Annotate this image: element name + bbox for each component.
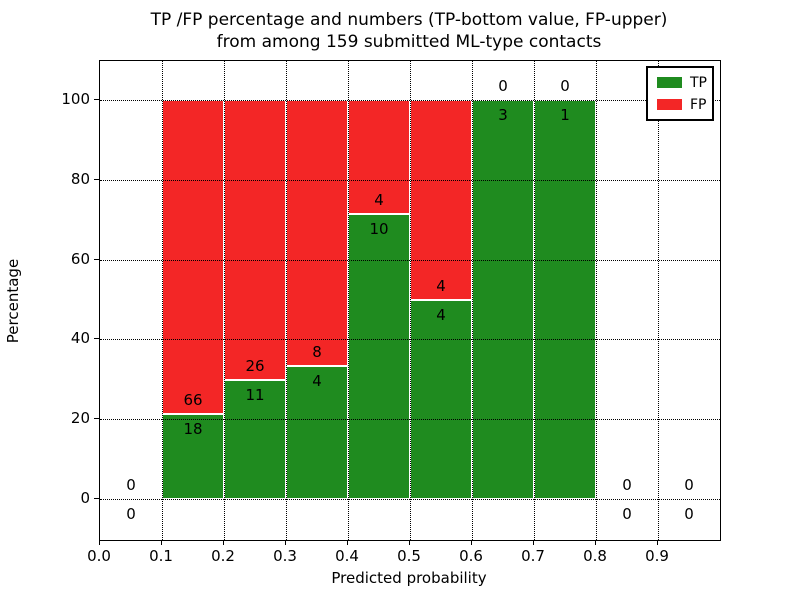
tp-legend-swatch-icon bbox=[657, 77, 682, 88]
x-tick-mark bbox=[533, 540, 534, 545]
tp-count-label: 0 bbox=[622, 505, 632, 523]
tp-count-label: 0 bbox=[684, 505, 694, 523]
x-tick-label: 0.1 bbox=[149, 547, 173, 565]
fp-count-label: 4 bbox=[374, 191, 384, 209]
tp-bar-segment bbox=[534, 100, 596, 499]
fp-count-label: 0 bbox=[126, 476, 136, 494]
tp-count-label: 1 bbox=[560, 106, 570, 124]
legend-row-fp: FP bbox=[657, 95, 707, 114]
x-tick-mark bbox=[223, 540, 224, 545]
fp-count-label: 26 bbox=[245, 357, 265, 376]
tp-count-label: 4 bbox=[312, 372, 322, 390]
fp-count-label: 0 bbox=[498, 77, 508, 95]
chart-title-line2: from among 159 submitted ML-type contact… bbox=[216, 32, 602, 52]
legend-label-tp: TP bbox=[690, 74, 707, 91]
x-tick-mark bbox=[99, 540, 100, 545]
fp-count-label: 8 bbox=[312, 343, 322, 361]
y-tick-mark bbox=[94, 498, 99, 499]
v-gridline bbox=[410, 61, 411, 540]
y-tick-mark bbox=[94, 418, 99, 420]
x-tick-mark bbox=[161, 540, 162, 545]
y-tick-mark bbox=[94, 338, 99, 340]
tp-count-label: 0 bbox=[126, 505, 136, 523]
fp-legend-swatch-icon bbox=[657, 99, 682, 110]
tp-count-label: 11 bbox=[245, 386, 265, 405]
chart-title-line1: TP /FP percentage and numbers (TP-bottom… bbox=[150, 10, 668, 30]
v-gridline bbox=[596, 61, 597, 540]
v-gridline bbox=[348, 61, 349, 540]
tp-bar-segment bbox=[410, 299, 472, 499]
fp-count-label: 0 bbox=[560, 77, 570, 95]
x-tick-label: 0.8 bbox=[583, 547, 607, 565]
x-axis-label: Predicted probability bbox=[331, 569, 487, 587]
y-tick-label: 100 bbox=[61, 90, 90, 108]
tp-bar-segment bbox=[348, 214, 410, 499]
fp-count-label: 4 bbox=[436, 276, 446, 295]
fp-count-label: 0 bbox=[622, 476, 632, 494]
fp-bar-segment bbox=[224, 100, 286, 381]
tp-count-label: 18 bbox=[183, 419, 203, 438]
x-tick-label: 0.3 bbox=[273, 547, 297, 565]
tp-count-label: 3 bbox=[498, 106, 508, 124]
tp-count-label: 4 bbox=[436, 305, 446, 324]
y-tick-label: 80 bbox=[70, 169, 90, 188]
fp-bar-segment bbox=[286, 100, 348, 366]
y-tick-label: 40 bbox=[70, 329, 90, 348]
fp-count-label: 0 bbox=[684, 476, 694, 494]
legend-label-fp: FP bbox=[690, 96, 707, 113]
v-gridline bbox=[162, 61, 163, 540]
x-tick-label: 0.9 bbox=[645, 547, 669, 565]
legend: TP FP bbox=[646, 66, 714, 121]
plot-area: TP FP 0 0 66 18 26 11 8 4 4 10 4 4 0 3 0 1 0 0 0 0 bbox=[99, 60, 721, 541]
tp-count-label: 10 bbox=[369, 220, 389, 238]
fp-bar-segment bbox=[410, 100, 472, 300]
x-tick-label: 0.2 bbox=[211, 547, 235, 565]
v-gridline bbox=[224, 61, 225, 540]
tp-bar-segment bbox=[472, 100, 534, 499]
fp-bar-segment bbox=[162, 100, 224, 414]
y-tick-label: 60 bbox=[70, 249, 90, 268]
v-gridline bbox=[472, 61, 473, 540]
x-tick-label: 0.4 bbox=[335, 547, 359, 565]
y-tick-label: 0 bbox=[80, 489, 90, 507]
v-gridline bbox=[286, 61, 287, 540]
fp-count-label: 66 bbox=[183, 390, 203, 409]
y-tick-mark bbox=[94, 99, 99, 100]
y-tick-label: 20 bbox=[70, 409, 90, 428]
x-tick-mark bbox=[347, 540, 348, 545]
x-tick-mark bbox=[409, 540, 410, 545]
tp-bar-segment bbox=[224, 380, 286, 499]
v-gridline bbox=[534, 61, 535, 540]
y-axis-label: Percentage bbox=[4, 258, 22, 344]
x-tick-label: 0.6 bbox=[459, 547, 483, 565]
x-tick-label: 0.5 bbox=[397, 547, 421, 565]
v-gridline bbox=[658, 61, 659, 540]
y-tick-mark bbox=[94, 258, 99, 260]
x-tick-mark bbox=[595, 540, 596, 545]
y-tick-mark bbox=[94, 178, 99, 180]
x-tick-label: 0.7 bbox=[521, 547, 545, 565]
legend-row-tp: TP bbox=[657, 73, 707, 92]
x-tick-mark bbox=[471, 540, 472, 545]
chart-title: TP /FP percentage and numbers (TP-bottom… bbox=[99, 9, 719, 53]
x-tick-label: 0.0 bbox=[87, 547, 111, 565]
fp-bar-segment bbox=[348, 100, 410, 214]
x-tick-mark bbox=[285, 540, 286, 545]
x-tick-mark bbox=[657, 540, 658, 545]
